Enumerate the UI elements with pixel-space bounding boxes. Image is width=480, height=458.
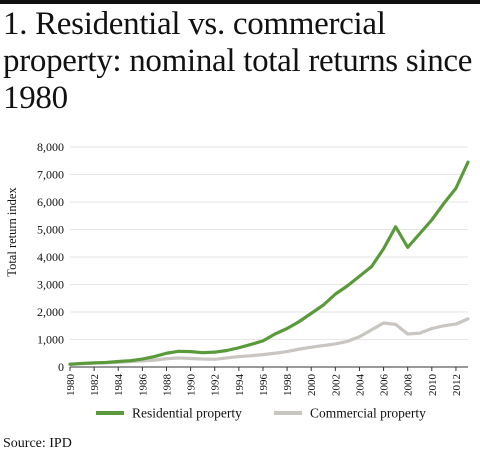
x-tick-label: 1988 xyxy=(161,374,173,397)
y-tick-label: 7,000 xyxy=(37,168,64,182)
x-tick-label: 1980 xyxy=(65,374,77,397)
x-tick-label: 1998 xyxy=(282,374,294,397)
x-axis-ticks: 1980 1982 1984 1986 1988 1990 1992 1994 1996 1998… xyxy=(65,367,463,396)
chart-title: 1. Residential vs. commercial property: … xyxy=(3,6,473,116)
source-note: Source: IPD xyxy=(3,436,72,451)
y-tick-label: 2,000 xyxy=(37,305,64,319)
y-axis-label: Total return index xyxy=(5,187,19,277)
legend: Residential property Commercial property xyxy=(96,406,426,421)
x-tick-label: 1994 xyxy=(234,374,246,397)
x-tick-label: 1986 xyxy=(137,374,149,397)
x-tick-label: 2002 xyxy=(330,374,342,396)
legend-label-commercial: Commercial property xyxy=(310,406,426,421)
series-line-residential xyxy=(68,160,470,366)
x-tick-label: 1996 xyxy=(258,374,270,397)
x-tick-label: 2000 xyxy=(306,374,318,397)
y-tick-label: 1,000 xyxy=(37,333,64,347)
y-tick-label: 8,000 xyxy=(37,140,64,154)
series-line-commercial xyxy=(68,317,470,366)
series-layer xyxy=(68,160,470,366)
legend-label-residential: Residential property xyxy=(132,406,242,421)
y-tick-label: 4,000 xyxy=(37,250,64,264)
x-tick-label: 2004 xyxy=(354,374,366,397)
y-tick-label: 3,000 xyxy=(37,278,64,292)
x-tick-label: 2010 xyxy=(427,374,439,397)
x-tick-label: 1982 xyxy=(89,374,101,396)
y-tick-label: 6,000 xyxy=(37,195,64,209)
x-tick-label: 2006 xyxy=(379,374,391,397)
y-tick-label: 5,000 xyxy=(37,223,64,237)
gridlines xyxy=(70,146,468,340)
x-tick-label: 1984 xyxy=(113,374,125,397)
y-axis-ticks: 0 1,000 2,000 3,000 4,000 5,000 6,000 7,000 8,00… xyxy=(37,140,64,374)
x-tick-label: 2012 xyxy=(451,374,463,396)
y-tick-label: 0 xyxy=(58,360,64,374)
x-tick-label: 1990 xyxy=(186,374,198,397)
x-tick-label: 1992 xyxy=(210,374,222,396)
x-tick-label: 2008 xyxy=(403,374,415,397)
top-rule xyxy=(0,0,480,4)
